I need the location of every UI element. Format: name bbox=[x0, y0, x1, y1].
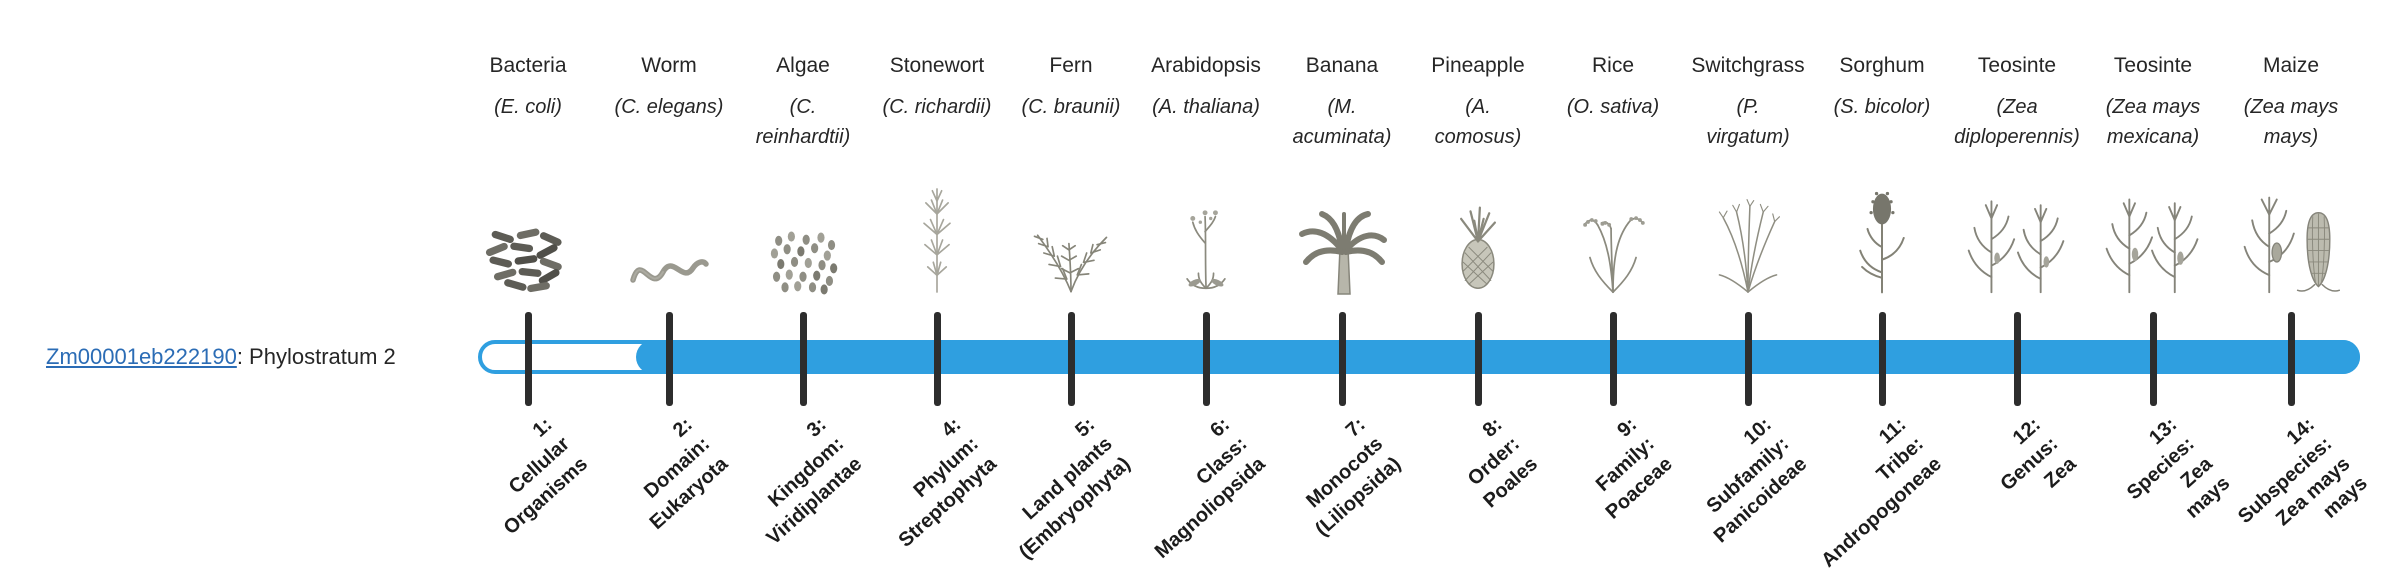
switchgrass-icon bbox=[1684, 166, 1812, 296]
organism-common-name: Worm bbox=[641, 54, 697, 77]
organism-common-name: Maize bbox=[2262, 54, 2320, 77]
organism-common-name: Arabidopsis bbox=[1151, 54, 1261, 77]
organism-scientific-name: (Zea mays mays) bbox=[2243, 96, 2339, 148]
teosinte-mexicana-icon bbox=[2089, 166, 2217, 296]
tick-mark bbox=[666, 312, 673, 406]
organism-scientific-name: (A. thaliana) bbox=[1152, 96, 1260, 118]
stratum-label: 3: Kingdom: Viridiplantae bbox=[762, 413, 867, 550]
bacteria-icon bbox=[464, 166, 592, 296]
worm-icon bbox=[605, 166, 733, 296]
organism-common-name: Banana bbox=[1305, 54, 1379, 77]
tick-mark bbox=[800, 312, 807, 406]
stonewort-icon bbox=[873, 166, 1001, 296]
tick-mark bbox=[1475, 312, 1482, 406]
tick-mark bbox=[1068, 312, 1075, 406]
stratum-label: 14: Subspecies: Zea mays mays bbox=[2234, 413, 2373, 531]
gene-label: Zm00001eb222190: Phylostratum 2 bbox=[46, 344, 396, 370]
organism-common-name: Teosinte bbox=[2113, 54, 2193, 77]
organism-common-name: Rice bbox=[1591, 54, 1634, 77]
organism-scientific-name: (A. comosus) bbox=[1434, 96, 1522, 148]
tick-mark bbox=[2288, 312, 2295, 406]
organism-scientific-name: (P. virgatum) bbox=[1706, 96, 1790, 148]
tick-mark bbox=[934, 312, 941, 406]
organism-scientific-name: (C. reinhardtii) bbox=[755, 96, 851, 148]
tick-mark bbox=[2150, 312, 2157, 406]
stratum-label: 8: Order: Poales bbox=[1463, 413, 1542, 513]
pineapple-icon bbox=[1414, 166, 1542, 296]
sorghum-icon bbox=[1818, 166, 1946, 296]
stratum-label: 12: Genus: Zea bbox=[1996, 413, 2081, 496]
tick-mark bbox=[1339, 312, 1346, 406]
stratum-label: 6: Class: Magnoliopsida bbox=[1150, 413, 1270, 563]
banana-icon bbox=[1278, 166, 1406, 296]
organism-scientific-name: (C. braunii) bbox=[1021, 96, 1121, 118]
stratum-label: 1: Cellular Organisms bbox=[499, 413, 592, 539]
rice-icon bbox=[1549, 166, 1677, 296]
organism-scientific-name: (O. sativa) bbox=[1566, 96, 1660, 118]
fern-icon bbox=[1007, 166, 1135, 296]
teosinte-icon bbox=[1953, 166, 2081, 296]
organism-common-name: Teosinte bbox=[1977, 54, 2057, 77]
arabidopsis-icon bbox=[1142, 166, 1270, 296]
organism-common-name: Algae bbox=[776, 54, 830, 77]
organism-common-name: Sorghum bbox=[1839, 54, 1925, 77]
tick-mark bbox=[525, 312, 532, 406]
organism-scientific-name: (C. elegans) bbox=[614, 96, 724, 118]
organism-common-name: Pineapple bbox=[1431, 54, 1525, 77]
stratum-label: 7: Monocots (Liliopsida) bbox=[1302, 413, 1406, 541]
tick-mark bbox=[1745, 312, 1752, 406]
gene-link[interactable]: Zm00001eb222190 bbox=[46, 344, 237, 369]
tick-mark bbox=[2014, 312, 2021, 406]
organism-scientific-name: (S. bicolor) bbox=[1833, 96, 1931, 118]
algae-icon bbox=[739, 166, 867, 296]
stratum-label: 4: Phylum: Streptophyta bbox=[893, 413, 1001, 552]
organism-scientific-name: (M. acuminata) bbox=[1292, 96, 1392, 148]
organism-scientific-name: (C. richardii) bbox=[882, 96, 992, 118]
maize-icon bbox=[2227, 166, 2355, 296]
stratum-label: 9: Family: Poaceae bbox=[1591, 413, 1677, 524]
stratum-label: 2: Domain: Eukaryota bbox=[640, 413, 733, 534]
tick-mark bbox=[1203, 312, 1210, 406]
organism-common-name: Bacteria bbox=[489, 54, 567, 77]
organism-scientific-name: (Zea mays mexicana) bbox=[2105, 96, 2201, 148]
stratum-label: 11: Tribe: Andropogoneae bbox=[1816, 413, 1946, 572]
organism-common-name: Fern bbox=[1049, 54, 1093, 77]
organism-scientific-name: (E. coli) bbox=[494, 96, 562, 118]
tick-mark bbox=[1610, 312, 1617, 406]
tick-mark bbox=[1879, 312, 1886, 406]
stratum-label: 13: Species: Zea mays bbox=[2122, 413, 2235, 523]
timeline-bar-fill bbox=[636, 340, 2360, 374]
organism-common-name: Switchgrass bbox=[1691, 54, 1805, 77]
gene-phylostratum-text: : Phylostratum 2 bbox=[236, 344, 396, 369]
stratum-label: 5: Land plants (Embryophyta) bbox=[1014, 413, 1135, 564]
organism-scientific-name: (Zea diploperennis) bbox=[1954, 96, 2080, 148]
organism-common-name: Stonewort bbox=[889, 54, 985, 77]
